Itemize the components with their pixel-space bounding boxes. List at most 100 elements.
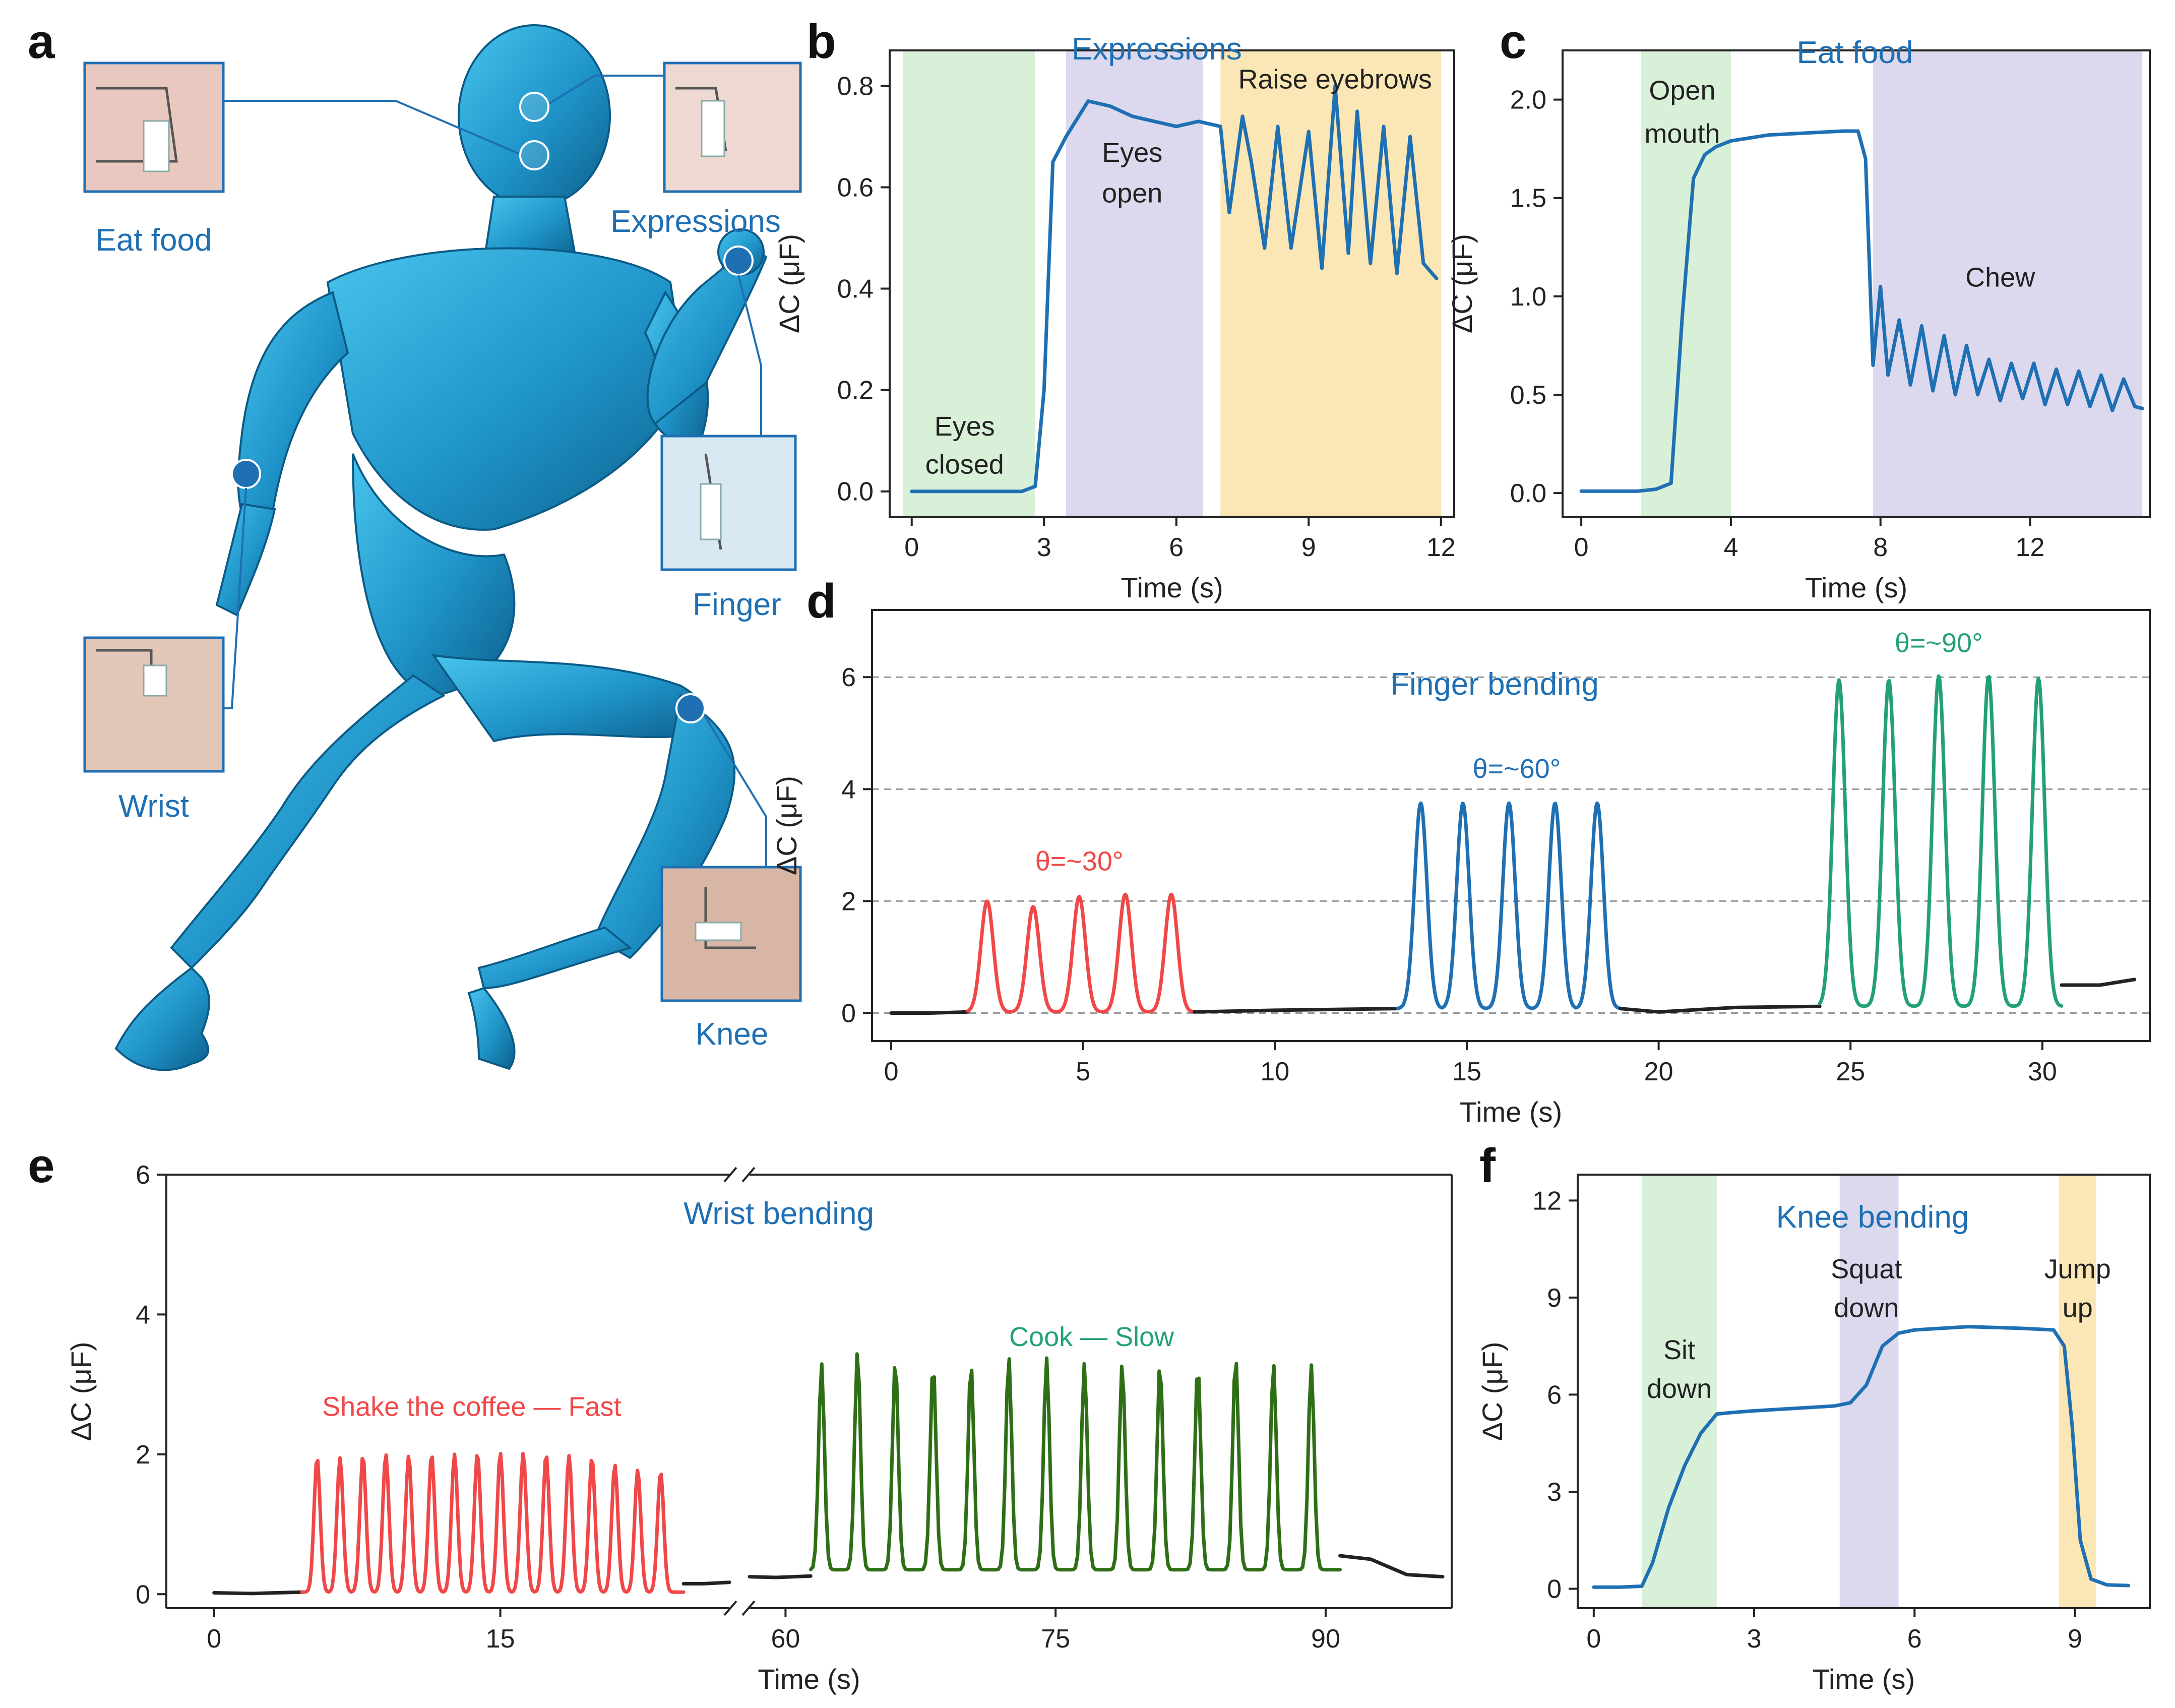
region-band <box>2059 1176 2096 1607</box>
plot-frame <box>889 49 1455 518</box>
axis-break <box>723 1600 737 1616</box>
region-label: Eyes <box>1102 138 1162 168</box>
y-tick-label: 3 <box>1547 1478 1562 1507</box>
panel-label-c: c <box>1500 15 1526 69</box>
series-line <box>1619 1004 1822 1014</box>
y-axis-label: ΔC (μF) <box>1446 234 1478 333</box>
annotation: θ=~60° <box>1473 754 1561 784</box>
region-band <box>1220 51 1441 516</box>
axis-break <box>741 1600 756 1616</box>
series-line <box>1193 1007 1400 1014</box>
x-tick-label: 20 <box>1644 1057 1673 1086</box>
region-label: Squat <box>1831 1254 1902 1284</box>
y-axis-label: ΔC (μF) <box>773 234 805 333</box>
panel-label-a: a <box>28 15 55 69</box>
x-tick-label: 75 <box>1041 1624 1070 1654</box>
running-figure-illustration: Eat food Expressions Finger Wrist Knee <box>83 24 802 1071</box>
y-tick-label: 2 <box>136 1440 150 1470</box>
x-tick-label: 3 <box>1037 533 1051 562</box>
x-tick-label: 0 <box>884 1057 899 1086</box>
x-tick-label: 6 <box>1169 533 1184 562</box>
x-tick-label: 8 <box>1873 533 1888 562</box>
series-line <box>748 1574 813 1579</box>
region-band <box>1873 51 2143 516</box>
annotation: θ=~90° <box>1895 628 1983 658</box>
series-line <box>1338 1554 1445 1579</box>
y-axis-label: ΔC (μF) <box>65 1341 97 1441</box>
series-line <box>809 1352 1342 1572</box>
series-line <box>889 1010 970 1015</box>
x-tick-label: 9 <box>1301 533 1316 562</box>
region-band <box>1642 1176 1717 1607</box>
annotation: Cook — Slow <box>1009 1322 1174 1352</box>
series-line <box>212 1590 304 1596</box>
y-tick-label: 0 <box>136 1580 150 1609</box>
region-label: Sit <box>1663 1335 1695 1365</box>
running-figure-icon <box>114 24 768 1071</box>
x-tick-label: 4 <box>1723 533 1738 562</box>
series-line <box>966 892 1196 1014</box>
series-line <box>1579 129 2144 493</box>
x-tick-label: 0 <box>904 533 919 562</box>
annotation: θ=~30° <box>1035 846 1124 876</box>
caption-finger: Finger <box>693 587 781 622</box>
x-tick-label: 10 <box>1260 1057 1289 1086</box>
caption-eat-food: Eat food <box>96 223 212 258</box>
region-band <box>1839 1176 1899 1607</box>
y-axis-label: ΔC (μF) <box>1476 1341 1508 1441</box>
y-tick-label: 0.6 <box>837 173 874 202</box>
x-tick-label: 90 <box>1311 1624 1340 1654</box>
region-label: up <box>2063 1293 2093 1323</box>
panel-label-f: f <box>1479 1139 1496 1193</box>
series-line <box>1818 674 2064 1008</box>
axis-break <box>741 1167 756 1183</box>
x-tick-label: 0 <box>1574 533 1589 562</box>
y-tick-label: 2.0 <box>1510 86 1546 115</box>
region-label: down <box>1647 1374 1712 1404</box>
y-tick-label: 6 <box>1547 1380 1562 1410</box>
x-tick-label: 9 <box>2068 1624 2082 1654</box>
y-tick-label: 6 <box>841 663 856 692</box>
y-tick-label: 0.0 <box>837 477 874 507</box>
region-label: Jump <box>2044 1254 2111 1284</box>
series-line <box>2060 978 2136 987</box>
y-tick-label: 0 <box>1547 1574 1562 1604</box>
series-line <box>910 84 1439 494</box>
panel-label-b: b <box>806 15 836 69</box>
y-tick-label: 0.0 <box>1510 479 1546 508</box>
y-tick-label: 9 <box>1547 1284 1562 1313</box>
x-tick-label: 5 <box>1076 1057 1090 1086</box>
y-tick-label: 0.8 <box>837 72 874 101</box>
series-line <box>681 1580 731 1585</box>
x-axis-label: Time (s) <box>758 1663 860 1695</box>
region-label: Eyes <box>935 411 995 442</box>
axis-break <box>723 1167 737 1183</box>
chart-knee-bending: 0 3 6 9 0 3 6 9 12 Time (s) ΔC (μF) Knee bending Sit… <box>1476 1174 2151 1695</box>
x-tick-label: 0 <box>1586 1624 1601 1654</box>
chart-wrist-bending: 0 15 60 75 90 0 2 4 6 Time (s) ΔC (μF) Wrist bendin… <box>65 1161 1453 1695</box>
plot-frame <box>871 609 2151 1042</box>
region-band <box>903 51 1035 516</box>
caption-knee: Knee <box>696 1017 769 1052</box>
x-axis-label: Time (s) <box>1813 1663 1915 1695</box>
x-tick-label: 0 <box>207 1624 221 1654</box>
chart-eat-food: 0 4 8 12 0.0 0.5 1.0 1.5 2.0 Time (s) ΔC (μF) Eat f… <box>1446 35 2151 603</box>
panel-label-d: d <box>806 574 836 628</box>
x-axis-label: Time (s) <box>1121 572 1223 603</box>
y-tick-label: 1.0 <box>1510 282 1546 312</box>
annotation: Shake the coffee — Fast <box>322 1392 621 1422</box>
x-tick-label: 25 <box>1836 1057 1865 1086</box>
chart-title: Eat food <box>1797 35 1913 70</box>
y-tick-label: 6 <box>136 1161 150 1190</box>
x-tick-label: 3 <box>1747 1624 1762 1654</box>
plot-frame <box>1577 1174 2151 1609</box>
y-tick-label: 12 <box>1532 1186 1562 1215</box>
chart-title: Knee bending <box>1776 1200 1969 1235</box>
x-tick-label: 60 <box>771 1624 800 1654</box>
y-tick-label: 0.4 <box>837 275 874 304</box>
chart-expressions: 0 3 6 9 12 0.0 0.2 0.4 0.6 0.8 Time (s) ΔC (μF) Expr… <box>773 32 1456 603</box>
x-tick-label: 12 <box>1426 533 1456 562</box>
chart-finger-bending: 0 5 10 15 20 25 30 0 2 4 6 Time (s) ΔC (μF) Finger be… <box>771 609 2151 1128</box>
caption-wrist: Wrist <box>118 789 189 824</box>
